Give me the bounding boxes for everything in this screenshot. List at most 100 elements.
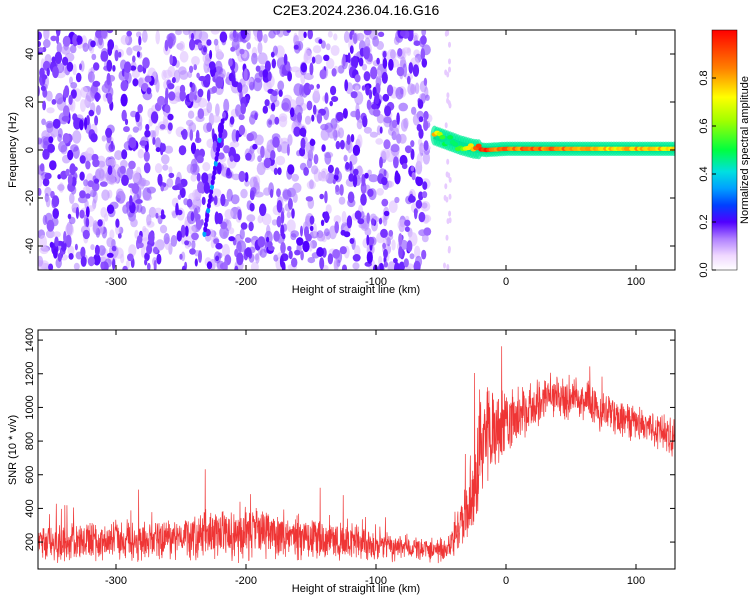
noise-cell <box>219 226 230 239</box>
noise-cell <box>123 61 132 73</box>
noise-cell <box>79 190 86 199</box>
noise-cell <box>121 174 129 186</box>
noise-cell <box>418 191 424 201</box>
noise-cell <box>268 119 272 125</box>
noise-cell <box>135 199 143 204</box>
noise-cell <box>271 58 276 69</box>
noise-cell <box>371 103 378 110</box>
noise-cell <box>388 229 394 237</box>
noise-cell <box>401 163 408 170</box>
colorbar-frame <box>711 29 738 271</box>
noise-cell <box>363 30 372 36</box>
noise-cell <box>69 76 73 85</box>
noise-cell <box>146 244 153 255</box>
noise-cell <box>51 99 57 105</box>
noise-cell <box>127 253 134 262</box>
noise-cell <box>94 115 99 126</box>
noise-cell <box>418 211 426 223</box>
noise-cell <box>318 39 323 44</box>
colorbar-tick-label: 0.2 <box>698 214 710 229</box>
noise-cell <box>353 33 358 45</box>
noise-cell <box>114 150 123 161</box>
noise-cell <box>251 52 258 65</box>
noise-cell <box>293 126 301 137</box>
noise-cell <box>244 247 252 258</box>
noise-cell <box>342 108 348 119</box>
noise-cell <box>327 31 333 38</box>
noise-cell <box>232 30 237 39</box>
noise-cell <box>264 60 271 72</box>
noise-cell <box>345 161 350 170</box>
noise-cell <box>150 111 159 124</box>
noise-cell <box>257 41 263 55</box>
noise-cell <box>392 127 400 141</box>
colorbar-tick-label: 0.6 <box>698 118 710 133</box>
noise-cell <box>368 174 379 183</box>
noise-cell <box>160 185 164 192</box>
noise-cell <box>219 31 228 43</box>
noise-cell <box>354 85 360 93</box>
noise-cell <box>211 86 218 94</box>
noise-cell <box>106 159 117 166</box>
noise-cell <box>297 112 302 123</box>
noise-cell <box>144 129 151 138</box>
noise-cell <box>448 41 451 48</box>
noise-cell <box>90 40 96 48</box>
noise-cell <box>138 35 142 46</box>
noise-cell <box>355 108 361 121</box>
noise-cell <box>87 180 94 188</box>
noise-cell <box>124 118 129 126</box>
streak-cell <box>210 179 215 186</box>
noise-cell <box>106 204 115 214</box>
noise-cell <box>276 200 283 213</box>
noise-cell <box>61 115 70 122</box>
noise-cell <box>334 167 340 176</box>
noise-cell <box>51 195 60 208</box>
x-tick-label: 0 <box>503 575 509 587</box>
noise-cell <box>94 244 100 256</box>
noise-cell <box>184 225 189 237</box>
noise-cell <box>155 78 160 93</box>
y-tick-label: -40 <box>24 238 36 254</box>
noise-cell <box>80 246 86 258</box>
noise-cell <box>56 42 62 54</box>
noise-cell <box>191 32 194 41</box>
noise-cell <box>100 261 105 270</box>
noise-cell <box>307 30 313 40</box>
noise-cell <box>42 178 50 187</box>
noise-cell <box>161 154 170 165</box>
noise-cell <box>190 211 195 222</box>
noise-cell <box>298 30 306 42</box>
noise-cell <box>123 126 130 133</box>
noise-cell <box>135 111 140 123</box>
noise-cell <box>142 57 150 69</box>
y-tick-label: 800 <box>24 432 36 450</box>
noise-cell <box>206 89 211 102</box>
noise-cell <box>396 66 405 77</box>
noise-cell <box>179 51 189 63</box>
noise-cell <box>335 140 341 150</box>
noise-cell <box>407 75 411 85</box>
noise-cell <box>404 226 410 232</box>
noise-cell <box>214 60 223 74</box>
noise-cell <box>361 174 366 187</box>
noise-cell <box>287 71 292 82</box>
noise-cell <box>98 169 105 179</box>
y-tick-label: 20 <box>24 96 36 108</box>
streak-cell <box>214 155 219 162</box>
noise-cell <box>87 256 95 267</box>
noise-cell <box>375 138 384 145</box>
noise-cell <box>269 188 274 198</box>
streak-cell <box>213 160 218 167</box>
noise-cell <box>100 50 109 62</box>
noise-cell <box>344 79 349 92</box>
noise-cell <box>421 30 427 36</box>
noise-cell <box>240 222 248 230</box>
signal-cell <box>447 135 454 140</box>
noise-cell <box>267 241 273 249</box>
noise-cell <box>175 30 182 36</box>
noise-cell <box>421 249 427 260</box>
noise-cell <box>349 238 355 244</box>
noise-cell <box>190 142 197 155</box>
noise-cell <box>68 94 73 105</box>
